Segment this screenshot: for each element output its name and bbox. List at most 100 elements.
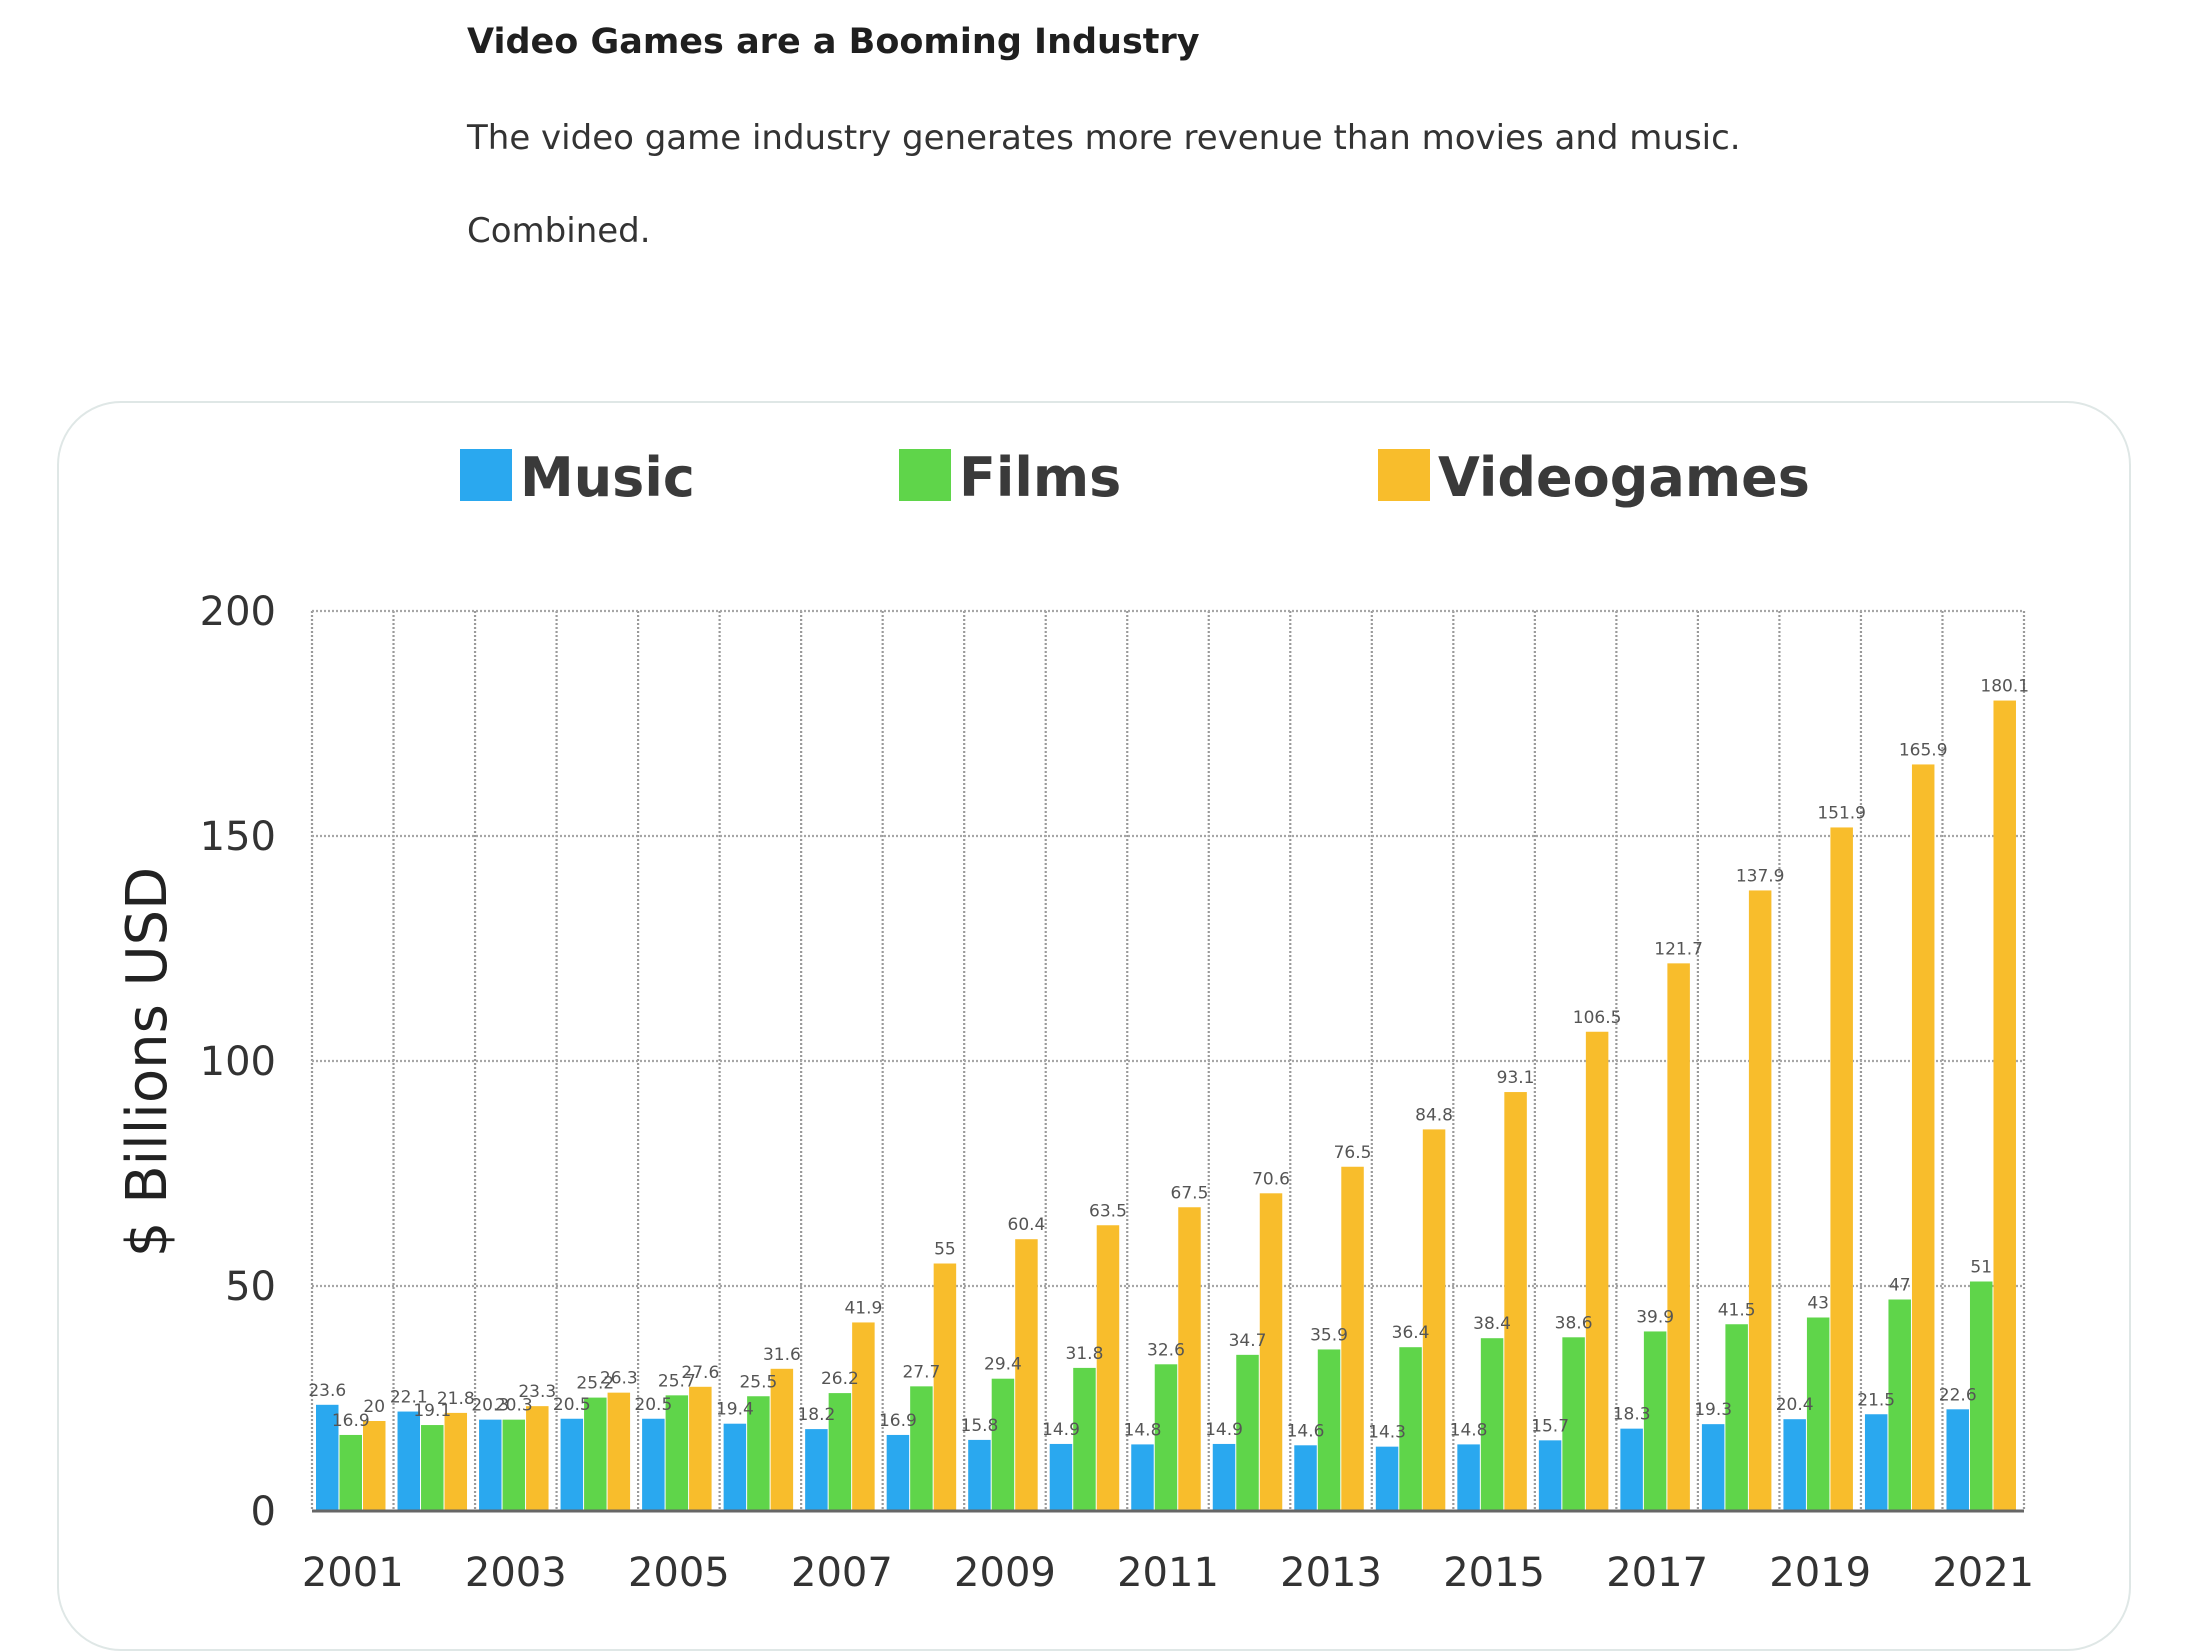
data-label-videogames-2016: 106.5 <box>1573 1008 1622 1028</box>
data-label-videogames-2004: 26.3 <box>600 1369 638 1389</box>
chart-grid <box>310 609 2026 1513</box>
bar-music-2010 <box>1049 1443 1073 1511</box>
bar-videogames-2013 <box>1341 1166 1364 1511</box>
data-label-films-2007: 26.2 <box>821 1369 859 1389</box>
data-label-music-2002: 22.1 <box>390 1388 428 1408</box>
bar-music-2018 <box>1701 1424 1725 1511</box>
data-label-films-2008: 27.7 <box>902 1362 940 1382</box>
bar-videogames-2005 <box>689 1386 712 1511</box>
data-label-music-2016: 15.7 <box>1531 1416 1569 1436</box>
y-tick-label: 0 <box>251 1489 276 1535</box>
bar-videogames-2001 <box>363 1421 386 1511</box>
legend-swatch-music <box>460 449 512 501</box>
data-label-music-2015: 14.8 <box>1450 1420 1488 1440</box>
article-heading: Video Games are a Booming Industry <box>467 22 1200 62</box>
bar-music-2011 <box>1131 1444 1154 1511</box>
data-label-videogames-2005: 27.6 <box>681 1363 719 1383</box>
chart-legend: Music Films Videogames <box>460 446 1810 509</box>
data-label-videogames-2020: 165.9 <box>1899 740 1948 760</box>
data-label-films-2013: 35.9 <box>1310 1325 1348 1345</box>
bar-videogames-2019 <box>1830 827 1853 1511</box>
x-tick-label: 2009 <box>954 1550 1056 1592</box>
bar-music-2002 <box>397 1411 421 1511</box>
bar-music-2012 <box>1212 1443 1236 1511</box>
data-label-films-2012: 34.7 <box>1229 1331 1267 1351</box>
y-tick-label: 100 <box>200 1039 276 1085</box>
bar-films-2013 <box>1317 1349 1341 1511</box>
article-paragraph-1: The video game industry generates more r… <box>467 118 1741 158</box>
data-label-films-2014: 36.4 <box>1392 1323 1430 1343</box>
bar-films-2017 <box>1643 1331 1667 1511</box>
bar-videogames-2006 <box>770 1368 794 1511</box>
data-label-music-2018: 19.3 <box>1694 1400 1732 1420</box>
data-label-music-2007: 18.2 <box>797 1405 835 1425</box>
data-label-films-2006: 25.5 <box>739 1372 777 1392</box>
bar-films-2021 <box>1969 1281 1993 1511</box>
x-tick-label: 2021 <box>1932 1550 2034 1592</box>
y-axis-label: $ Billions USD <box>115 867 180 1257</box>
data-label-videogames-2011: 67.5 <box>1171 1183 1209 1203</box>
data-label-films-2004: 25.2 <box>576 1374 614 1394</box>
bar-music-2008 <box>886 1434 910 1511</box>
data-label-music-2019: 20.4 <box>1776 1395 1814 1415</box>
x-tick-label: 2017 <box>1606 1550 1708 1592</box>
data-label-films-2019: 43 <box>1807 1294 1829 1314</box>
x-tick-label: 2015 <box>1443 1550 1545 1592</box>
bar-music-2019 <box>1783 1419 1806 1511</box>
bar-films-2005 <box>665 1395 689 1511</box>
x-tick-label: 2011 <box>1117 1550 1219 1592</box>
data-label-music-2009: 15.8 <box>961 1416 999 1436</box>
bar-films-2003 <box>502 1419 526 1511</box>
bar-chart: 23.616.920 22.119.121.820.320.323.320.525… <box>115 446 2034 1592</box>
bar-videogames-2016 <box>1585 1031 1609 1511</box>
legend-label-music: Music <box>520 446 695 509</box>
bar-films-2010 <box>1073 1367 1096 1511</box>
data-label-films-2021: 51 <box>1970 1258 1992 1278</box>
x-tick-label: 2001 <box>302 1550 404 1592</box>
data-label-videogames-2009: 60.4 <box>1008 1215 1046 1235</box>
bar-videogames-2018 <box>1748 890 1772 1511</box>
x-tick-label: 2005 <box>628 1550 730 1592</box>
bar-videogames-2009 <box>1015 1239 1038 1511</box>
bar-videogames-2003 <box>526 1406 549 1511</box>
x-tick-label: 2013 <box>1280 1550 1382 1592</box>
data-label-films-2005: 25.7 <box>658 1371 696 1391</box>
bar-films-2020 <box>1888 1299 1911 1511</box>
bar-videogames-2012 <box>1259 1193 1283 1511</box>
data-label-films-2018: 41.5 <box>1718 1300 1756 1320</box>
bar-music-2007 <box>805 1429 828 1511</box>
bar-films-2007 <box>828 1393 852 1511</box>
bar-videogames-2014 <box>1422 1129 1446 1511</box>
bar-videogames-2011 <box>1178 1207 1201 1511</box>
data-label-music-2013: 14.6 <box>1287 1421 1325 1441</box>
data-label-videogames-2010: 63.5 <box>1089 1201 1127 1221</box>
data-label-videogames-2003: 23.3 <box>518 1382 556 1402</box>
data-label-music-2017: 18.3 <box>1613 1405 1651 1425</box>
bar-videogames-2004 <box>607 1392 631 1511</box>
data-label-music-2021: 22.6 <box>1939 1385 1977 1405</box>
data-label-films-2002: 19.1 <box>413 1401 451 1421</box>
data-label-videogames-2015: 93.1 <box>1497 1068 1535 1088</box>
data-label-videogames-2008: 55 <box>934 1240 956 1260</box>
bar-films-2016 <box>1562 1337 1585 1511</box>
data-label-videogames-2006: 31.6 <box>763 1345 801 1365</box>
data-label-videogames-2019: 151.9 <box>1817 803 1866 823</box>
chart-data-labels: 23.616.920 22.119.121.820.320.323.320.525… <box>308 677 2029 1443</box>
data-label-films-2009: 29.4 <box>984 1355 1022 1375</box>
bar-films-2011 <box>1154 1364 1178 1511</box>
bar-videogames-2021 <box>1993 700 2016 1511</box>
data-label-films-2010: 31.8 <box>1066 1344 1104 1364</box>
data-label-music-2008: 16.9 <box>879 1411 917 1431</box>
data-label-music-2012: 14.9 <box>1205 1420 1243 1440</box>
bar-videogames-2015 <box>1504 1092 1527 1511</box>
data-label-films-2001: 16.9 <box>332 1411 370 1431</box>
bar-music-2009 <box>968 1439 991 1511</box>
bar-music-2006 <box>723 1423 747 1511</box>
bar-videogames-2017 <box>1667 963 1690 1511</box>
bar-films-2018 <box>1725 1324 1748 1511</box>
data-label-music-2003: 20.3 <box>471 1396 509 1416</box>
data-label-films-2016: 38.6 <box>1555 1313 1593 1333</box>
bar-films-2009 <box>991 1378 1015 1511</box>
data-label-videogames-2012: 70.6 <box>1252 1169 1290 1189</box>
x-tick-label: 2019 <box>1769 1550 1871 1592</box>
